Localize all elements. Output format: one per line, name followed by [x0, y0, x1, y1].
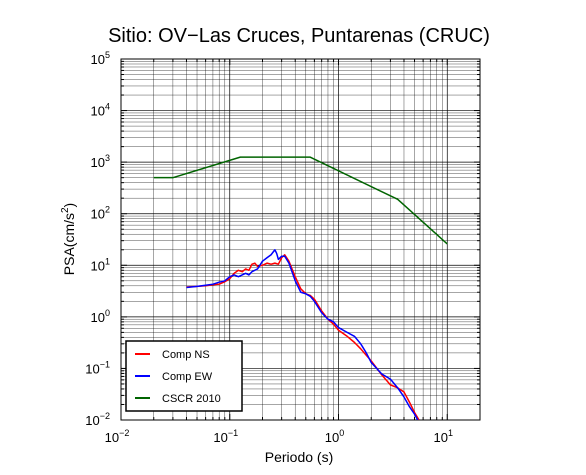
y-tick-label: 10−1 [85, 359, 110, 376]
series-line-3 [153, 156, 448, 245]
y-tick-label: 102 [91, 205, 110, 222]
x-tick-label: 101 [434, 428, 453, 445]
axis-ticks [120, 58, 481, 421]
x-tick-labels: 10−2 10−1 100 101 [105, 428, 453, 445]
y-tick-label: 10−2 [85, 411, 110, 428]
grid [120, 58, 481, 421]
x-tick-label: 10−2 [105, 428, 130, 445]
legend-label: Comp EW [162, 371, 213, 383]
x-tick-label: 10−1 [213, 428, 238, 445]
y-axis-label: PSA(cm/s2) [60, 203, 77, 275]
y-tick-label: 105 [91, 50, 110, 67]
legend: Comp NS Comp EW CSCR 2010 [125, 340, 243, 412]
chart-title: Sitio: OV−Las Cruces, Puntarenas (CRUC) [108, 25, 490, 47]
y-axis-label-close: ) [61, 203, 77, 208]
y-tick-label: 103 [91, 153, 110, 170]
x-axis-label: Periodo (s) [265, 449, 333, 465]
y-axis-label-main: PSA(cm/s [61, 213, 77, 275]
y-tick-labels: 10−2 10−1 100 101 102 103 104 105 [85, 50, 110, 428]
y-tick-label: 101 [91, 256, 110, 273]
y-tick-label: 104 [91, 102, 110, 119]
y-axis-label-superscript: 2 [60, 207, 71, 213]
plot-frame [120, 58, 481, 421]
y-tick-label: 100 [91, 308, 110, 325]
plot-area-border [120, 58, 481, 421]
legend-label: Comp NS [162, 349, 210, 361]
x-tick-label: 100 [325, 428, 344, 445]
series-lines [153, 156, 448, 420]
series-line-2 [186, 249, 419, 420]
legend-label: CSCR 2010 [162, 393, 221, 405]
